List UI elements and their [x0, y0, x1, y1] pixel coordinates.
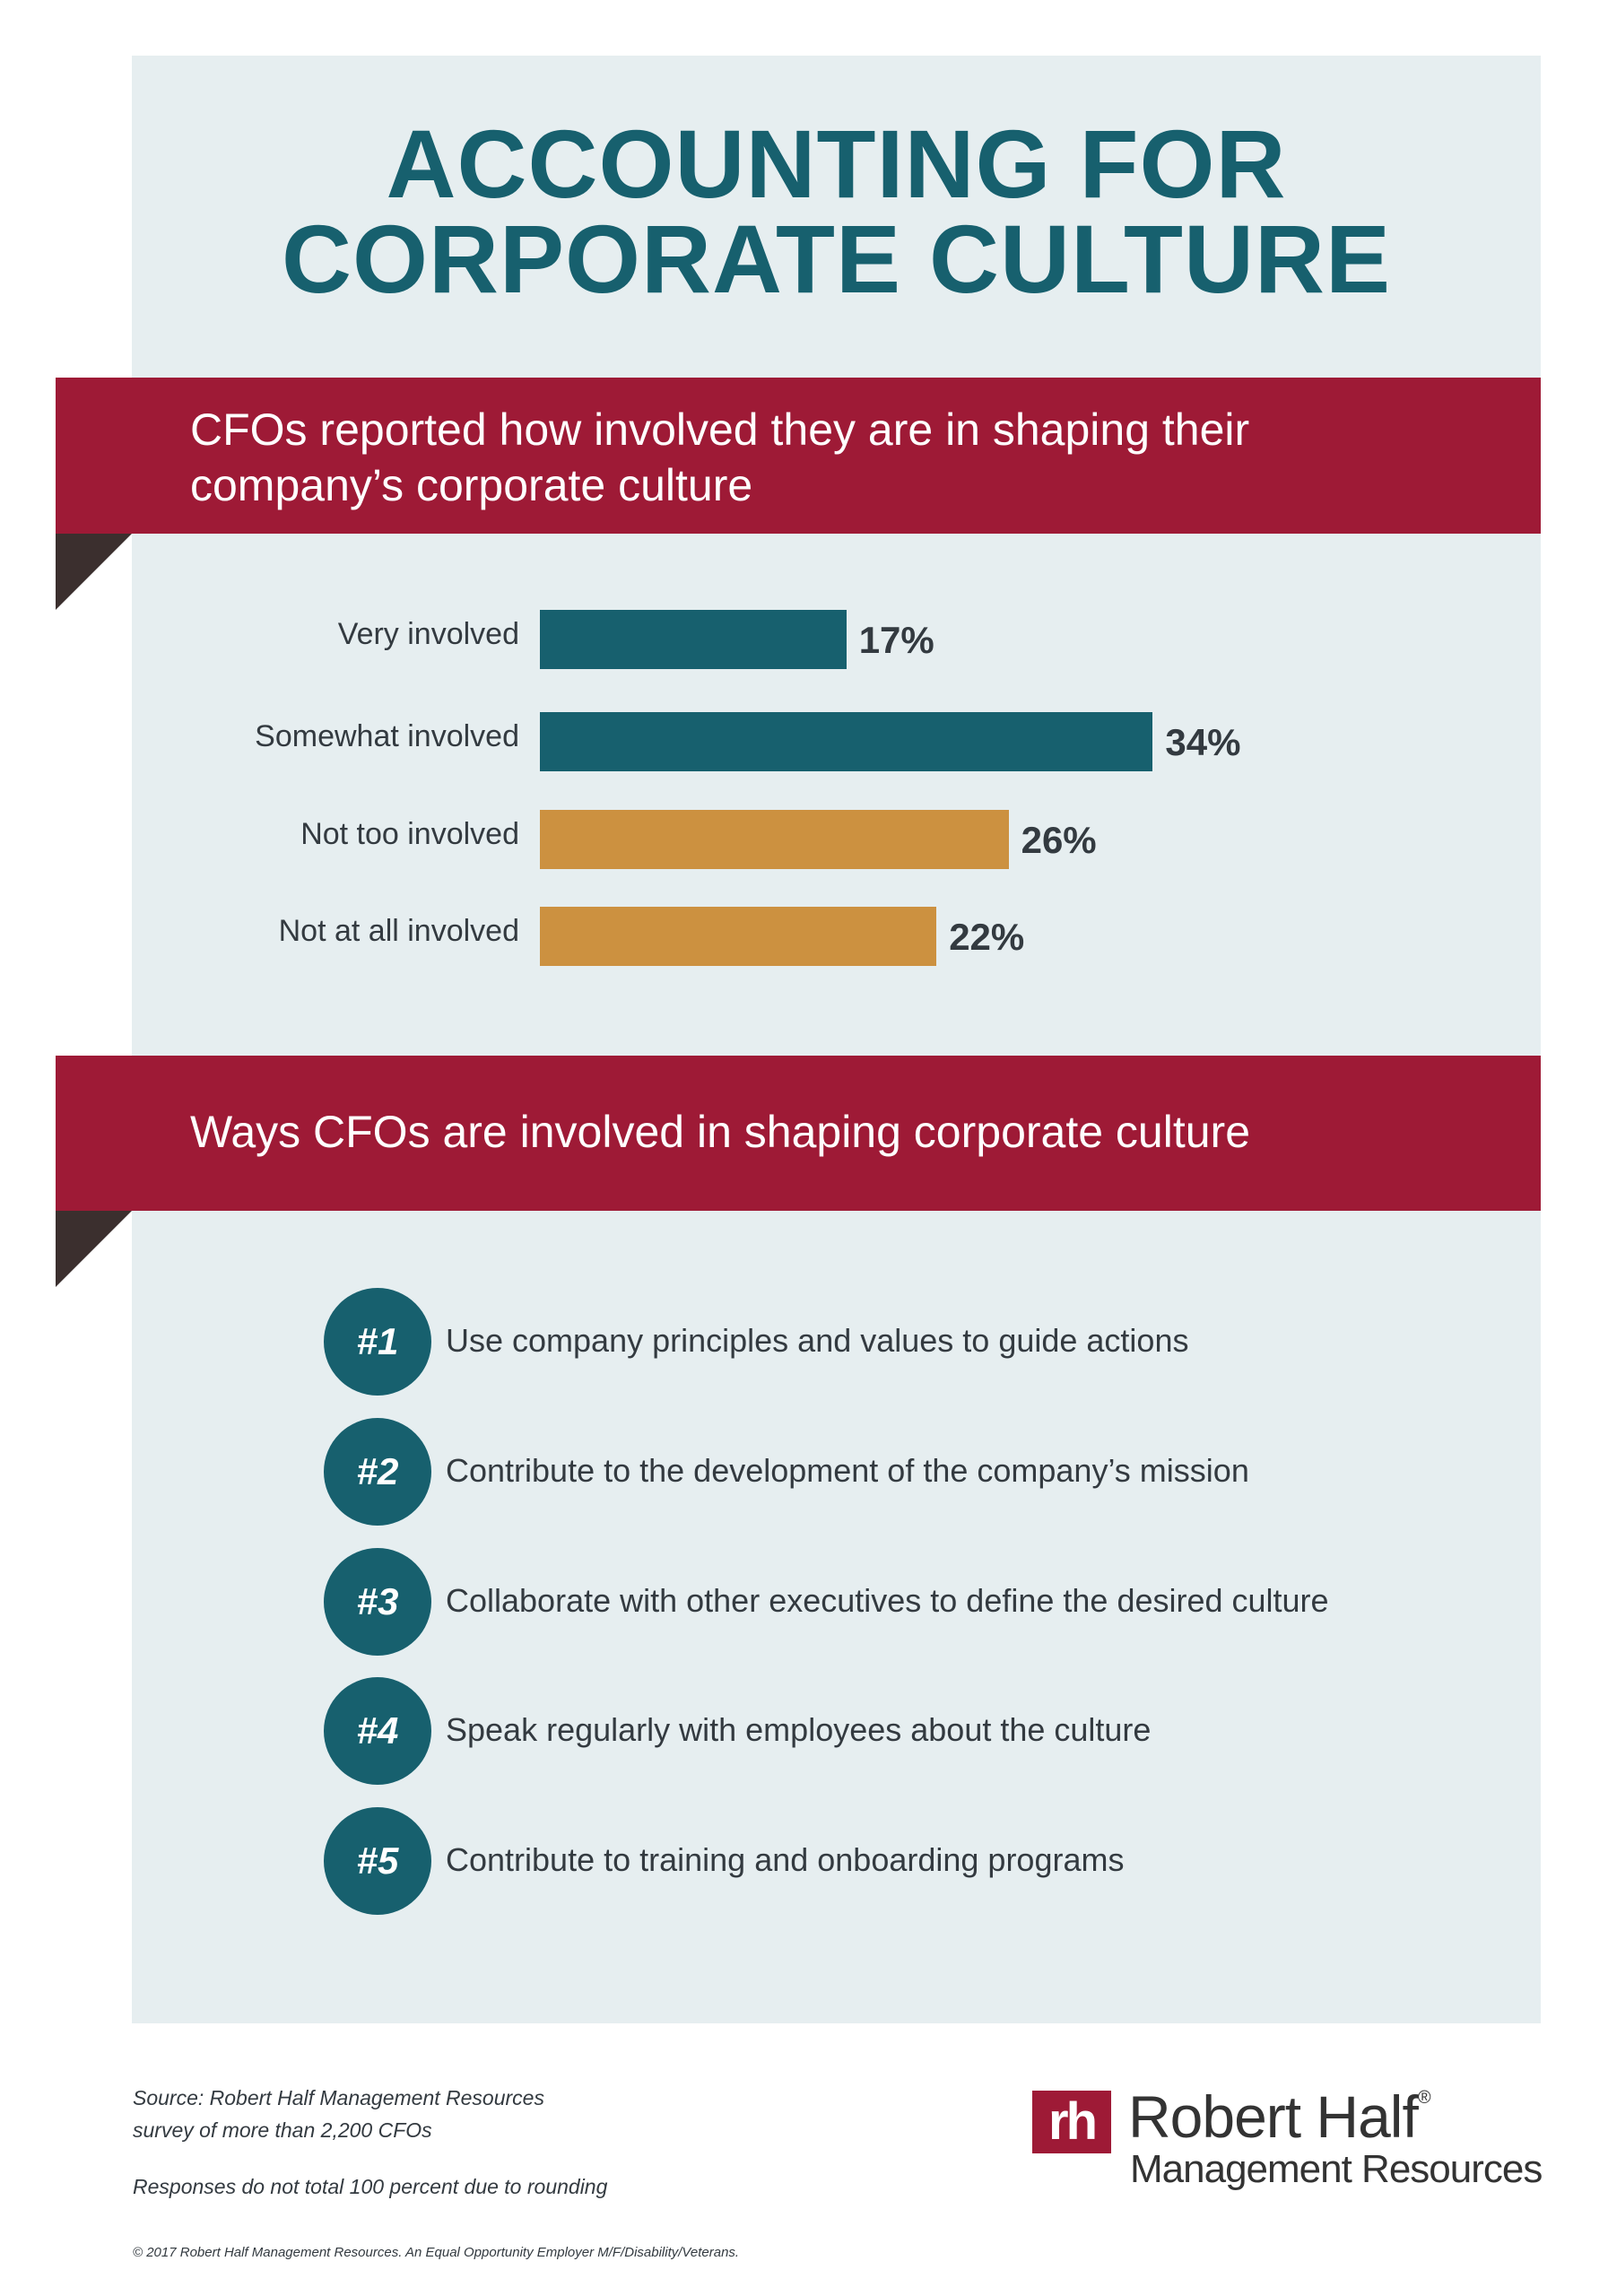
logo-name-text: Robert Half: [1128, 2083, 1419, 2150]
bar-value-label: 17%: [858, 619, 934, 661]
logo-subtitle: Management Resources: [1130, 2147, 1543, 2191]
bar-label: Not too involved: [300, 817, 519, 851]
rank-badge: #4: [324, 1677, 431, 1785]
logo-name: Robert Half®: [1128, 2083, 1431, 2151]
rank-badge: #2: [324, 1418, 431, 1526]
list-item: Collaborate with other executives to def…: [446, 1582, 1329, 1619]
list-item: Contribute to training and onboarding pr…: [446, 1841, 1125, 1878]
list-item: Contribute to the development of the com…: [446, 1452, 1249, 1489]
source-line-1: Source: Robert Half Management Resources: [133, 2086, 544, 2109]
page-title: ACCOUNTING FOR CORPORATE CULTURE: [132, 109, 1541, 313]
bar: [540, 907, 937, 966]
section1-heading-line-1: CFOs reported how involved they are in s…: [190, 404, 1250, 455]
rank-badge: #5: [324, 1807, 431, 1915]
bar-value-label: 22%: [949, 916, 1025, 958]
bar-label: Somewhat involved: [255, 719, 519, 753]
source-line-2: survey of more than 2,200 CFOs: [133, 2118, 432, 2142]
rank-badge: #1: [324, 1288, 431, 1396]
rank-badge: #3: [324, 1548, 431, 1656]
banner-fold: [56, 1211, 132, 1287]
bar: [540, 712, 1153, 771]
list-item: Speak regularly with employees about the…: [446, 1711, 1152, 1748]
logo-mark: rh: [1032, 2091, 1111, 2153]
registered-mark: ®: [1417, 2088, 1431, 2108]
copyright: © 2017 Robert Half Management Resources.…: [133, 2245, 740, 2260]
bar-label: Not at all involved: [278, 914, 519, 948]
bar-value-label: 26%: [1021, 819, 1097, 861]
bar-label: Very involved: [337, 617, 519, 651]
section1-banner: CFOs reported how involved they are in s…: [56, 378, 1541, 534]
title-line-2: CORPORATE CULTURE: [282, 204, 1391, 313]
rounding-note: Responses do not total 100 percent due t…: [133, 2175, 608, 2198]
title-line-1: ACCOUNTING FOR: [386, 109, 1287, 218]
list-item: Use company principles and values to gui…: [446, 1322, 1189, 1359]
bar: [540, 810, 1009, 869]
section1-heading-line-2: company’s corporate culture: [190, 460, 753, 510]
bar: [540, 610, 847, 669]
banner-fold: [56, 534, 132, 610]
section2-heading: Ways CFOs are involved in shaping corpor…: [190, 1107, 1251, 1157]
section2-banner: Ways CFOs are involved in shaping corpor…: [56, 1056, 1541, 1211]
bar-value-label: 34%: [1165, 721, 1241, 763]
